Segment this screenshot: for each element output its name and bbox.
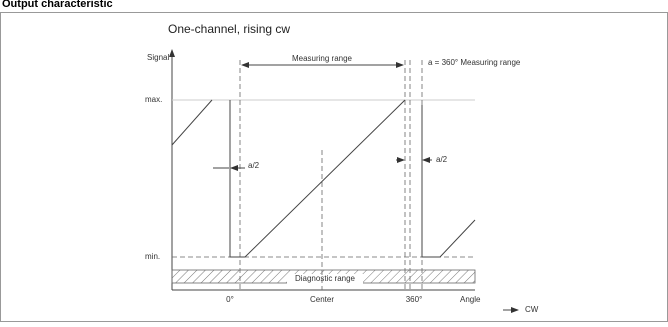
signal-label: Signal: [147, 53, 169, 62]
axes: [169, 49, 519, 313]
full-range-label: a = 360° Measuring range: [428, 58, 521, 67]
direction-label: CW: [525, 305, 539, 314]
angle-label: Angle: [460, 295, 481, 304]
zero-label: 0°: [226, 295, 234, 304]
signal-curve: [171, 99, 476, 258]
diagram-title: One-channel, rising cw: [168, 22, 290, 36]
min-label: min.: [145, 252, 160, 261]
label-bg: [287, 274, 363, 284]
diagnostic-label: Diagnostic range: [295, 274, 356, 283]
measuring-label: Measuring range: [292, 54, 353, 63]
half-left-label: a/2: [248, 161, 260, 170]
header-title: Output characteristic: [2, 0, 113, 10]
full-label: 360°: [406, 295, 423, 304]
half-right-label: a/2: [436, 155, 448, 164]
guides: [239, 60, 423, 290]
center-label: Center: [310, 295, 334, 304]
max-label: max.: [145, 95, 162, 104]
